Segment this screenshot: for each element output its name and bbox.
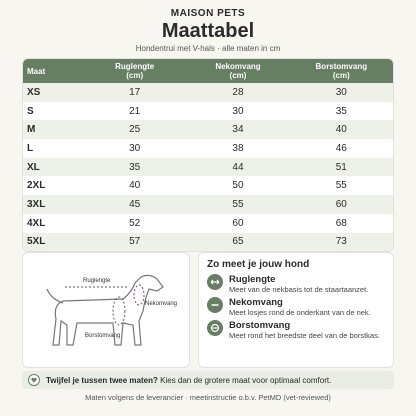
size-cell: 4XL — [27, 217, 46, 229]
howto-item: Ruglengte Meet van de nekbasis tot de sta… — [207, 274, 385, 294]
cell: 60 — [335, 198, 347, 210]
table-row: 4XL 52 60 68 — [23, 214, 393, 233]
cell: 38 — [232, 142, 244, 154]
size-cell: 5XL — [27, 236, 46, 248]
dog-outline — [46, 274, 164, 346]
subtitle: Hondentrui met V-hals · alle maten in cm — [135, 44, 281, 53]
cell: 60 — [232, 217, 244, 229]
cell: 35 — [129, 161, 141, 173]
howto-text-block: Nekomvang Meet losjes rond de onderkant v… — [229, 297, 371, 317]
tip-bar: Twijfel je tussen twee maten? Kies dan d… — [22, 371, 394, 389]
footer: Maten volgens de leverancier · meetinstr… — [85, 393, 331, 402]
cell: 55 — [232, 198, 244, 210]
table-row: 3XL 45 55 60 — [23, 195, 393, 214]
cell: 52 — [129, 217, 141, 229]
cell: 45 — [129, 198, 141, 210]
cell: 25 — [129, 124, 141, 136]
howto-text-block: Borstomvang Meet rond het breedste deel v… — [229, 320, 380, 340]
table-row: S 21 30 35 — [23, 102, 393, 121]
howto-item-title: Borstomvang — [229, 320, 291, 331]
header-cell: Ruglengte (cm) — [83, 62, 186, 80]
cell: 34 — [232, 124, 244, 136]
size-cell: S — [27, 105, 34, 117]
header-cell: Nekomvang (cm) — [186, 62, 289, 80]
size-cell: XS — [27, 86, 41, 98]
howto-item: Borstomvang Meet rond het breedste deel v… — [207, 320, 385, 340]
cell: 21 — [129, 105, 141, 117]
howto-item-title: Nekomvang — [229, 297, 283, 308]
header-cell: Borstomvang (cm) — [290, 62, 393, 80]
header-label: Borstomvang — [315, 62, 368, 71]
label-chest: Borstomvang — [85, 333, 120, 339]
howto-item: Nekomvang Meet losjes rond de onderkant v… — [207, 297, 385, 317]
table-row: M 25 34 40 — [23, 120, 393, 140]
table-body: XS 17 28 30 S 21 30 35 M 25 34 40 L 30 38 46 XL 35 44 51 2XL… — [23, 83, 393, 252]
cell: 50 — [232, 180, 244, 192]
cell: 35 — [335, 105, 347, 117]
cell: 46 — [335, 142, 347, 154]
cell: 30 — [232, 105, 244, 117]
neck-line — [133, 284, 145, 306]
header-unit: (cm) — [332, 71, 350, 80]
howto-text-block: Ruglengte Meet van de nekbasis tot de sta… — [229, 274, 368, 294]
chest-line — [112, 296, 126, 326]
cell: 44 — [232, 161, 244, 173]
table-row: XL 35 44 51 — [23, 157, 393, 177]
header-label: Ruglengte — [115, 62, 155, 71]
label-neck: Nekomvang — [145, 301, 177, 307]
howto-item-text: Meet losjes rond de onderkant van de nek… — [229, 308, 371, 317]
table-header: Maat Ruglengte (cm) Nekomvang (cm) Borstomvan… — [23, 59, 393, 83]
header-label: Nekomvang — [215, 62, 261, 71]
cell: 68 — [335, 217, 347, 229]
header-label: Maat — [27, 66, 46, 76]
table-row: 5XL 57 65 73 — [23, 232, 393, 252]
tip-bold: Twijfel je tussen twee maten? — [46, 375, 158, 385]
howto: Zo meet je jouw hond Ruglengte Meet van d… — [198, 252, 394, 368]
size-cell: XL — [27, 161, 40, 173]
table-row: L 30 38 46 — [23, 139, 393, 158]
howto-item-text: Meet van de nekbasis tot de staartaanzet… — [229, 285, 369, 294]
brand: MAISON PETS — [170, 8, 246, 19]
table-row: XS 17 28 30 — [23, 83, 393, 102]
howto-icon — [207, 274, 223, 290]
size-cell: M — [27, 124, 36, 136]
heart-icon — [28, 374, 40, 386]
label-back: Ruglengte — [83, 278, 111, 284]
tip-text: Kies dan de grotere maat voor optimaal c… — [160, 375, 332, 385]
cell: 30 — [129, 142, 141, 154]
dog-drawing: Ruglengte Nekomvang Borstomvang — [46, 274, 177, 346]
header-unit: (cm) — [126, 71, 144, 80]
cell: 40 — [335, 124, 347, 136]
title: Maattabel — [161, 20, 255, 42]
header-cell: Maat — [23, 67, 83, 76]
cell: 17 — [129, 86, 141, 98]
howto-icon — [207, 320, 223, 336]
cell: 51 — [335, 161, 347, 173]
cell: 28 — [232, 86, 244, 98]
howto-icon — [207, 297, 223, 313]
measure-diagram: Ruglengte Nekomvang Borstomvang — [22, 252, 190, 368]
cell: 55 — [335, 180, 347, 192]
howto-item-title: Ruglengte — [229, 274, 276, 285]
cell: 65 — [232, 236, 244, 248]
size-cell: 3XL — [27, 198, 46, 210]
header-unit: (cm) — [229, 71, 247, 80]
howto-item-text: Meet rond het breedste deel van de borst… — [229, 331, 380, 340]
cell: 30 — [335, 86, 347, 98]
table-row: 2XL 40 50 55 — [23, 176, 393, 195]
size-table: Maat Ruglengte (cm) Nekomvang (cm) Borstomvan… — [22, 58, 394, 253]
cell: 40 — [129, 180, 141, 192]
size-cell: L — [27, 142, 34, 154]
size-cell: 2XL — [27, 180, 46, 192]
cell: 73 — [335, 236, 347, 248]
howto-title: Zo meet je jouw hond — [207, 259, 310, 270]
cell: 57 — [129, 236, 141, 248]
